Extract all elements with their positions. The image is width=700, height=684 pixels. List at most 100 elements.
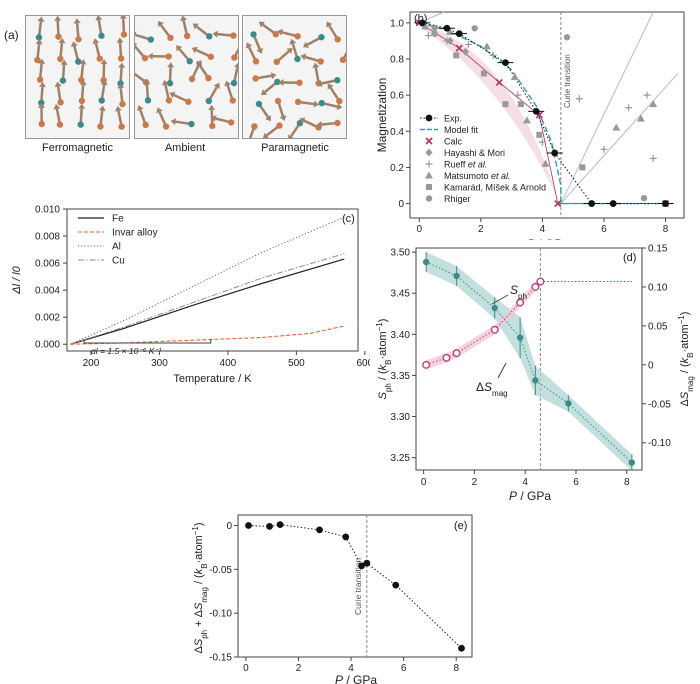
atom	[75, 58, 82, 65]
legend-label: Model fit	[444, 125, 479, 135]
atom	[57, 55, 64, 63]
hayashi-point	[461, 47, 469, 56]
rueff-point	[600, 145, 608, 153]
text-part: k	[377, 364, 389, 370]
y-tick-label: 0.002	[35, 313, 60, 324]
atom	[185, 98, 192, 105]
spin-arrowhead	[224, 80, 232, 87]
spin-arrowhead	[288, 134, 294, 138]
atom	[165, 53, 172, 60]
text-part: ·atom	[679, 324, 691, 352]
spin-arrowhead	[136, 105, 144, 111]
exp-point	[662, 200, 669, 207]
atom	[96, 55, 103, 62]
rhiger-point	[640, 194, 648, 202]
rueff-point	[643, 91, 651, 99]
smag-point	[536, 277, 545, 286]
kamarad-point	[453, 52, 460, 59]
text-part: / (	[193, 574, 205, 587]
fe-line	[70, 258, 345, 345]
panel-a-label: (a)	[4, 28, 19, 42]
legend-marker	[425, 171, 433, 179]
text-part: B	[384, 359, 393, 364]
spin-arrowhead	[100, 59, 108, 65]
atom	[334, 77, 341, 84]
spin-arrowhead	[278, 78, 284, 86]
atom	[56, 121, 64, 128]
x-axis-label: P / GPa	[509, 489, 551, 503]
x-tick-label: 4	[348, 663, 354, 674]
chart-c-thermal-expansion: 200 300 400 500 600 0.000 0.002 0.004 0.006 0.008…	[11, 205, 370, 386]
sph-point	[532, 377, 539, 384]
spin-arrowhead	[38, 58, 46, 65]
rhiger-point	[471, 25, 478, 32]
y-axis-label: ΔSph + ΔSmag / (kB·atom−1)	[191, 522, 209, 653]
atom	[119, 100, 126, 108]
matsumoto-point	[421, 22, 430, 30]
matsumoto-point	[510, 73, 519, 81]
spin-arrowhead	[79, 79, 87, 86]
atom	[272, 30, 280, 38]
matsumoto-point	[522, 116, 531, 124]
atom	[144, 97, 152, 104]
spin-arrowhead	[279, 115, 287, 121]
legend-label: Calc	[444, 137, 463, 147]
atom	[276, 122, 283, 129]
text-part: Δ	[476, 380, 484, 394]
panel-label: (e)	[454, 520, 467, 532]
text-part: P	[509, 489, 517, 503]
exp-point	[588, 200, 596, 207]
atom	[207, 53, 215, 60]
atom	[255, 100, 263, 108]
plot-frame	[66, 208, 359, 352]
x-tick-label: 2	[296, 663, 302, 674]
y-tick-label: 0.008	[35, 232, 60, 243]
spin-arrowhead	[157, 20, 164, 28]
spin-arrowhead	[316, 80, 323, 87]
atom	[274, 97, 282, 105]
plot-frame	[409, 11, 685, 219]
text-part: mag	[686, 376, 695, 392]
text-part: + Δ	[193, 609, 205, 630]
spin-array	[34, 16, 128, 130]
x-tick-label: 2	[478, 224, 484, 235]
atom	[166, 80, 174, 87]
y-tick-label: 0.4	[390, 127, 404, 138]
smag-point	[422, 360, 431, 369]
y-tick-label-left: 3.50	[391, 248, 411, 259]
spin-arrowhead	[277, 28, 284, 36]
text-part: k	[679, 357, 691, 363]
atom	[34, 56, 41, 64]
y-tick-label: -0.10	[209, 609, 232, 620]
text-part: / GPa	[535, 237, 569, 240]
legend-label: Rhiger	[444, 194, 471, 204]
y-tick-label-right: -0.10	[648, 438, 671, 449]
legend-label: Al	[112, 242, 121, 253]
rueff-point	[575, 95, 583, 103]
y-tick-label-right: 0.10	[648, 282, 668, 293]
text-part: Rueff	[444, 160, 468, 170]
spin-arrowhead	[73, 18, 81, 24]
spin-arrowhead	[54, 81, 62, 88]
chart-b-magnetization: Curie transition 0 2 4 6 8 0 0.2 0.4 0.6 0.8 1.0 Exp…	[375, 11, 685, 240]
atom	[294, 33, 301, 40]
matsumoto-point	[649, 100, 658, 108]
rhiger-point	[563, 34, 571, 41]
spin-arrowhead	[162, 79, 169, 86]
alpha-annotation: αl = 1.5 × 10⁻⁶ K⁻¹	[91, 346, 162, 356]
atom	[118, 123, 125, 130]
total-point	[363, 559, 371, 567]
spin-arrowhead	[286, 48, 293, 54]
spin-arrowhead	[98, 105, 106, 111]
text-part: / GPa	[517, 489, 551, 503]
rueff-point	[514, 91, 522, 99]
atom	[230, 32, 237, 39]
y-tick-label: 0.010	[35, 205, 60, 216]
text-part: ph	[518, 292, 527, 301]
atom	[165, 97, 173, 104]
text-part: )	[193, 522, 205, 526]
spin-arrowhead	[117, 83, 125, 89]
spin-arrowhead	[265, 115, 271, 122]
x-tick-label: 8	[453, 663, 459, 674]
spin-arrowhead	[256, 47, 263, 54]
